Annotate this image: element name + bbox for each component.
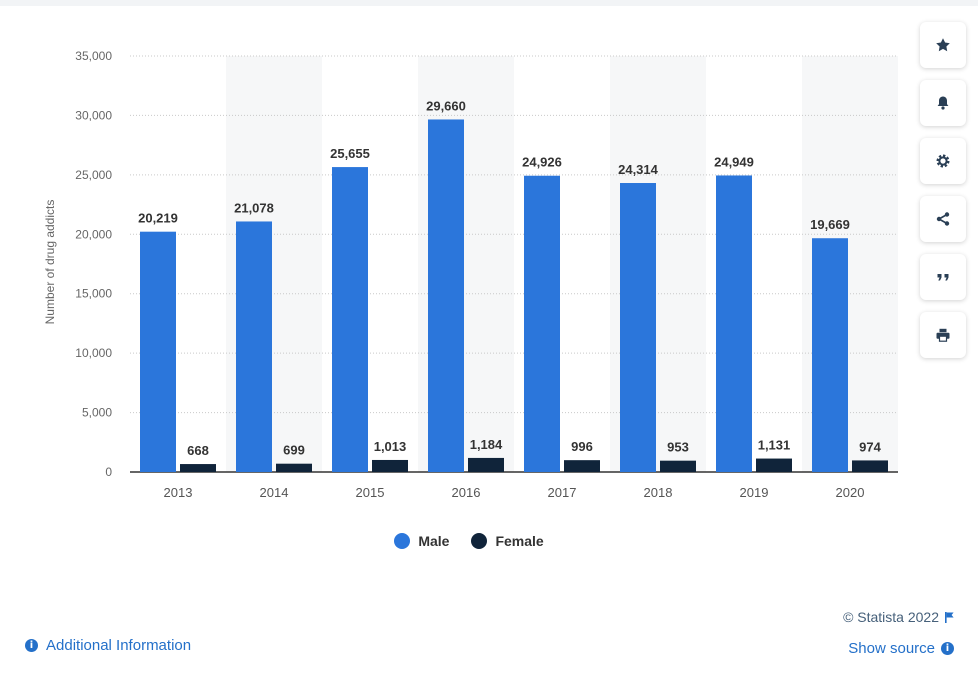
notification-button[interactable]	[920, 80, 966, 126]
data-label-male: 24,314	[618, 162, 659, 177]
data-label-female: 1,131	[758, 438, 791, 453]
bar-male	[716, 175, 752, 472]
show-source-link[interactable]: Show source i	[848, 640, 954, 657]
y-axis-title: Number of drug addicts	[43, 199, 57, 325]
x-tick-label: 2013	[164, 485, 193, 500]
y-tick-label: 15,000	[75, 287, 112, 301]
bar-female	[756, 458, 792, 472]
bar-chart: 0 5,000 10,000 15,000 20,000 25,000 30,000 35,0…	[75, 49, 898, 500]
cite-button[interactable]	[920, 254, 966, 300]
bar-male	[140, 231, 176, 472]
flag-icon	[945, 611, 954, 623]
data-label-female: 1,184	[470, 437, 503, 452]
x-tick-label: 2017	[548, 485, 577, 500]
additional-information-label: Additional Information	[46, 637, 192, 654]
info-icon: i	[25, 639, 38, 652]
x-tick-label: 2015	[356, 485, 385, 500]
quote-icon	[937, 274, 949, 281]
data-label-male: 25,655	[330, 146, 370, 161]
statista-credit: © Statista 2022	[843, 609, 954, 625]
x-tick-label: 2016	[452, 485, 481, 500]
y-tick-label: 0	[105, 465, 112, 479]
y-tick-label: 30,000	[75, 108, 112, 122]
show-source-label: Show source	[848, 640, 935, 657]
y-tick-label: 20,000	[75, 227, 112, 241]
favorite-button[interactable]	[920, 22, 966, 68]
chart-toolbar	[920, 22, 966, 370]
legend: Male Female	[0, 533, 938, 549]
info-icon: i	[941, 642, 954, 655]
bar-female	[660, 460, 696, 472]
data-label-male: 24,926	[522, 155, 562, 170]
data-label-male: 29,660	[426, 98, 466, 113]
star-icon	[936, 38, 950, 52]
share-icon	[936, 212, 950, 226]
print-button[interactable]	[920, 312, 966, 358]
bar-male	[428, 119, 464, 472]
data-label-female: 668	[187, 443, 209, 458]
top-strip	[0, 0, 978, 6]
bar-male	[620, 183, 656, 472]
print-icon	[936, 328, 950, 342]
bar-female	[180, 464, 216, 472]
data-label-male: 19,669	[810, 217, 850, 232]
bar-female	[852, 460, 888, 472]
data-label-male: 21,078	[234, 200, 274, 215]
legend-item-male[interactable]: Male	[394, 533, 449, 549]
data-label-female: 974	[859, 439, 881, 454]
share-button[interactable]	[920, 196, 966, 242]
bar-male	[236, 221, 272, 472]
bar-female	[564, 460, 600, 472]
data-label-female: 1,013	[374, 439, 407, 454]
x-tick-label: 2020	[836, 485, 865, 500]
data-label-male: 24,949	[714, 154, 754, 169]
legend-marker-male	[394, 533, 411, 549]
y-tick-label: 5,000	[82, 406, 112, 420]
bar-male	[332, 167, 368, 472]
y-tick-label: 35,000	[75, 49, 112, 63]
data-label-male: 20,219	[138, 211, 178, 226]
x-tick-label: 2019	[740, 485, 769, 500]
x-tick-label: 2018	[644, 485, 673, 500]
legend-label-male: Male	[418, 533, 450, 549]
bar-female	[372, 459, 408, 472]
credit-text: © Statista 2022	[843, 609, 939, 625]
additional-information-link[interactable]: i Additional Information	[25, 637, 191, 654]
data-label-female: 996	[571, 439, 593, 454]
bell-icon	[937, 96, 949, 110]
data-label-female: 699	[283, 443, 305, 458]
x-tick-label: 2014	[260, 485, 289, 500]
gear-icon	[936, 154, 950, 168]
y-tick-label: 25,000	[75, 168, 112, 182]
legend-label-female: Female	[495, 533, 544, 549]
legend-marker-female	[471, 533, 488, 549]
settings-button[interactable]	[920, 138, 966, 184]
bar-male	[524, 175, 560, 472]
bar-male	[812, 238, 848, 472]
data-label-female: 953	[667, 440, 689, 455]
y-tick-label: 10,000	[75, 346, 112, 360]
bar-female	[468, 457, 504, 472]
legend-item-female[interactable]: Female	[471, 533, 544, 549]
bar-female	[276, 463, 312, 472]
